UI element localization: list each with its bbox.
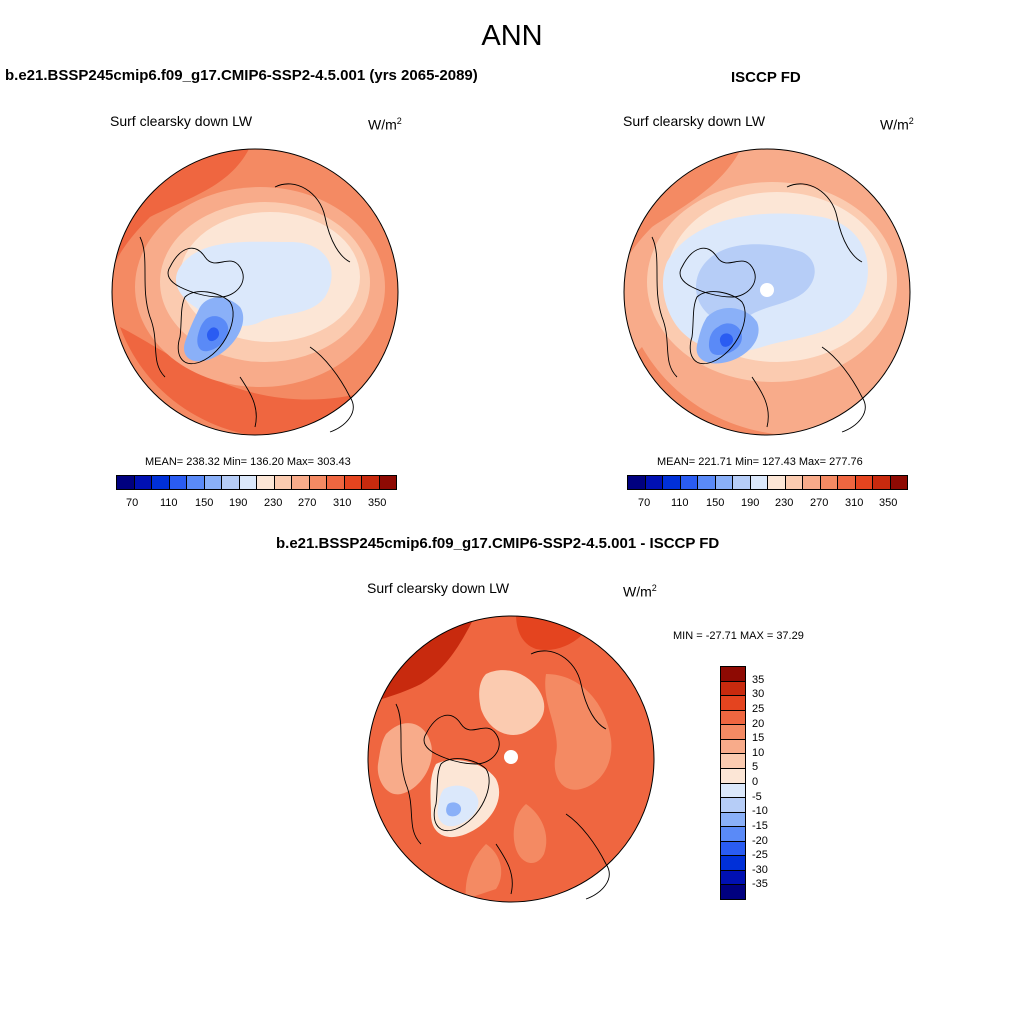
obs-colorbar-swatch (663, 476, 681, 489)
obs-colorbar-tick: 310 (845, 497, 864, 509)
diff-colorbar-swatch (721, 681, 745, 697)
diff-stats: MIN = -27.71 MAX = 37.29 (673, 630, 804, 642)
obs-colorbar-swatch (803, 476, 821, 489)
obs-case-title: ISCCP FD (731, 69, 801, 86)
model-colorbar-tick: 190 (229, 497, 248, 509)
model-colorbar-swatch (379, 476, 396, 489)
obs-polar-map (623, 148, 911, 436)
model-colorbar-swatch (204, 476, 222, 489)
diff-colorbar-tick: -5 (752, 790, 762, 803)
diff-colorbar-tick: -25 (752, 849, 768, 862)
diff-colorbar-swatch (721, 783, 745, 799)
model-colorbar-tick: 350 (368, 497, 387, 509)
diff-polar-map (367, 615, 655, 903)
diff-colorbar-swatch (721, 827, 745, 842)
model-variable-label: Surf clearsky down LW (110, 113, 253, 129)
obs-colorbar-tick: 350 (879, 497, 898, 509)
obs-colorbar-swatch (890, 476, 907, 489)
obs-colorbar-swatch (628, 476, 646, 489)
model-colorbar-swatch (344, 476, 362, 489)
diff-variable-label: Surf clearsky down LW (367, 580, 510, 596)
obs-units-label: W/m2 (880, 116, 914, 133)
diff-colorbar-tick: 15 (752, 732, 765, 745)
model-units-label: W/m2 (368, 116, 402, 133)
diff-colorbar-tick: -15 (752, 819, 768, 832)
diff-colorbar-swatch (721, 812, 745, 828)
model-colorbar-tick: 310 (333, 497, 352, 509)
obs-stats: MEAN= 221.71 Min= 127.43 Max= 277.76 (657, 456, 863, 468)
model-colorbar-swatch (309, 476, 327, 489)
obs-colorbar-swatch (855, 476, 873, 489)
diff-colorbar-swatch (721, 856, 745, 871)
diff-colorbar-tick: -20 (752, 834, 768, 847)
diff-colorbar-swatch (721, 739, 745, 755)
model-colorbar-swatch (222, 476, 240, 489)
diff-colorbar-swatch (721, 710, 745, 726)
diff-colorbar (720, 666, 746, 900)
diff-colorbar-tick: -30 (752, 863, 768, 876)
obs-colorbar-swatch (820, 476, 838, 489)
obs-colorbar-tick: 70 (638, 497, 651, 509)
diff-units-label: W/m2 (623, 583, 657, 600)
obs-colorbar-swatch (750, 476, 768, 489)
diff-case-title: b.e21.BSSP245cmip6.f09_g17.CMIP6-SSP2-4.… (276, 535, 720, 552)
obs-colorbar-swatch (680, 476, 698, 489)
diff-colorbar-tick: -10 (752, 805, 768, 818)
model-colorbar-swatch (274, 476, 292, 489)
diff-colorbar-swatch (721, 667, 745, 682)
model-colorbar-swatch (152, 476, 170, 489)
model-stats: MEAN= 238.32 Min= 136.20 Max= 303.43 (145, 456, 351, 468)
model-colorbar-tick: 110 (160, 497, 178, 509)
diff-colorbar-swatch (721, 768, 745, 784)
obs-colorbar-tick: 110 (671, 497, 689, 509)
model-colorbar-tick: 150 (195, 497, 214, 509)
diff-colorbar-tick: 35 (752, 673, 765, 686)
model-colorbar-swatch (239, 476, 257, 489)
obs-colorbar-swatch (698, 476, 716, 489)
diff-colorbar-swatch (721, 841, 745, 857)
obs-variable-label: Surf clearsky down LW (623, 113, 766, 129)
model-colorbar-tick: 230 (264, 497, 283, 509)
model-case-title: b.e21.BSSP245cmip6.f09_g17.CMIP6-SSP2-4.… (5, 67, 478, 84)
diff-colorbar-tick: 20 (752, 717, 765, 730)
obs-colorbar-tick: 190 (741, 497, 760, 509)
diff-colorbar-tick: -35 (752, 878, 768, 891)
diff-colorbar-swatch (721, 885, 745, 899)
model-colorbar-tick: 70 (126, 497, 139, 509)
obs-colorbar-tick: 230 (775, 497, 794, 509)
model-polar-map (111, 148, 399, 436)
obs-colorbar-tick: 150 (706, 497, 725, 509)
obs-colorbar-swatch (645, 476, 663, 489)
diff-colorbar-tick: 10 (752, 746, 765, 759)
figure-title: ANN (481, 20, 543, 52)
diff-colorbar-swatch (721, 798, 745, 813)
model-colorbar-tick: 270 (298, 497, 317, 509)
diff-colorbar-swatch (721, 754, 745, 769)
diff-colorbar-swatch (721, 696, 745, 711)
model-colorbar-swatch (257, 476, 275, 489)
obs-colorbar (627, 475, 908, 490)
diff-colorbar-tick: 5 (752, 761, 759, 774)
diff-colorbar-tick: 25 (752, 702, 765, 715)
model-colorbar-swatch (117, 476, 135, 489)
obs-colorbar-swatch (733, 476, 751, 489)
diff-colorbar-swatch (721, 870, 745, 886)
obs-colorbar-swatch (768, 476, 786, 489)
model-colorbar-swatch (292, 476, 310, 489)
model-colorbar-swatch (362, 476, 380, 489)
diff-colorbar-tick: 0 (752, 776, 759, 788)
model-colorbar-swatch (327, 476, 345, 489)
obs-colorbar-swatch (715, 476, 733, 489)
model-colorbar-swatch (134, 476, 152, 489)
obs-colorbar-swatch (873, 476, 891, 489)
obs-colorbar-swatch (838, 476, 856, 489)
diff-colorbar-tick: 30 (752, 688, 765, 701)
obs-colorbar-swatch (785, 476, 803, 489)
model-colorbar-swatch (169, 476, 187, 489)
model-colorbar (116, 475, 397, 490)
model-colorbar-swatch (187, 476, 205, 489)
diff-colorbar-swatch (721, 725, 745, 740)
obs-colorbar-tick: 270 (810, 497, 829, 509)
